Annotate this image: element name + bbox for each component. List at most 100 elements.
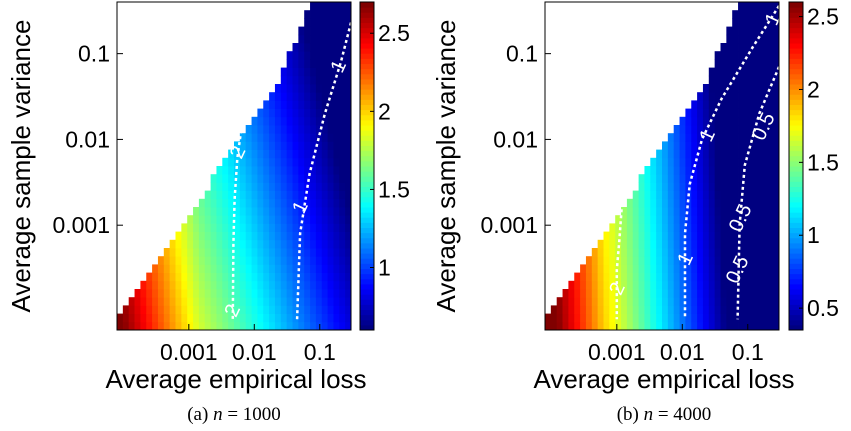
heatmap-cell [210, 264, 217, 273]
heatmap-cell [198, 280, 206, 290]
heatmap-cell [603, 231, 610, 241]
heatmap-cell [708, 108, 716, 118]
colorbar-a: 11.522.5 [359, 1, 410, 331]
heatmap-cell [257, 149, 264, 159]
heatmap-cell [773, 198, 780, 208]
heatmap-cell [298, 34, 305, 44]
heatmap-cell [702, 248, 710, 257]
heatmap-cell [673, 248, 680, 257]
heatmap-cell [292, 297, 299, 306]
heatmap-cell [714, 272, 721, 282]
heatmap-cell [280, 190, 288, 200]
heatmap-cell [210, 207, 217, 216]
heatmap-cell [327, 248, 334, 257]
heatmap-cell [644, 231, 651, 241]
heatmap-cell [152, 272, 159, 282]
heatmap-cell [234, 264, 241, 273]
heatmap-cell [157, 272, 165, 282]
heatmap-cell [321, 256, 328, 265]
heatmap-cell [767, 133, 774, 142]
heatmap-cell [650, 190, 657, 200]
heatmap-cell [315, 198, 323, 208]
heatmap-cell [169, 297, 176, 306]
heatmap-cell [726, 190, 733, 200]
heatmap-cell [585, 321, 593, 331]
heatmap-cell [726, 313, 733, 323]
heatmap-cell [263, 239, 270, 249]
heatmap-cell [720, 75, 727, 85]
heatmap-cell [310, 239, 317, 249]
heatmap-cell [738, 67, 745, 77]
heatmap-cell [292, 84, 299, 93]
colorbar-step [360, 135, 374, 141]
heatmap-cell [732, 313, 739, 323]
heatmap-cell [333, 116, 340, 126]
heatmap-cell [274, 231, 282, 241]
heatmap-cell [732, 280, 739, 290]
colorbar-step [789, 258, 803, 264]
heatmap-cell [714, 231, 721, 241]
heatmap-cell [621, 256, 628, 265]
colorbar-step [789, 314, 803, 321]
heatmap-cell [574, 289, 581, 298]
heatmap-cell [310, 198, 317, 208]
heatmap-cell [609, 264, 616, 273]
heatmap-cell [140, 289, 147, 298]
heatmap-cell [298, 297, 305, 306]
heatmap-cell [263, 100, 270, 109]
heatmap-cell [321, 231, 328, 241]
colorbar-step [360, 114, 374, 121]
heatmap-cell [662, 321, 669, 331]
heatmap-cell [702, 264, 710, 273]
heatmap-cell [644, 190, 651, 200]
heatmap-cell [632, 231, 639, 241]
heatmap-cell [251, 272, 258, 282]
heatmap-cell [761, 256, 768, 265]
heatmap-cell [339, 75, 346, 85]
heatmap-cell [175, 305, 182, 314]
heatmap-cell [702, 182, 710, 191]
heatmap-cell [315, 231, 323, 241]
heatmap-cell [239, 321, 247, 331]
colorbar-step [789, 299, 803, 305]
heatmap-cell [280, 321, 288, 331]
heatmap-cell [738, 26, 745, 36]
heatmap-cell [656, 174, 663, 183]
heatmap-cell [738, 133, 745, 142]
heatmap-cell [685, 215, 692, 224]
heatmap-cell [198, 264, 206, 273]
heatmap-cell [304, 264, 311, 273]
heatmap-cell [761, 141, 768, 150]
heatmap-cell [234, 166, 241, 175]
colorbar-step [360, 299, 374, 305]
heatmap-cell [697, 174, 704, 183]
heatmap-cell [339, 215, 346, 224]
colorbar-step [360, 248, 374, 254]
heatmap-cell [315, 223, 323, 232]
heatmap-cell [345, 34, 352, 44]
heatmap-cell [175, 313, 182, 323]
heatmap-cell [228, 239, 235, 249]
heatmap-cell [732, 18, 739, 27]
heatmap-cell [656, 166, 663, 175]
heatmap-cell [773, 321, 780, 331]
heatmap-cell [292, 207, 299, 216]
heatmap-cell [321, 92, 328, 101]
heatmap-cell [732, 92, 739, 101]
heatmap-cell [597, 264, 604, 273]
heatmap-cell [691, 116, 698, 126]
heatmap-cell [204, 231, 211, 241]
heatmap-cell [204, 305, 211, 314]
colorbar-step [360, 63, 374, 70]
heatmap-cell [327, 190, 334, 200]
heatmap-cell [650, 223, 657, 232]
colorbar-step [789, 53, 803, 59]
heatmap-cell [292, 256, 299, 265]
heatmap-cell [134, 305, 141, 314]
heatmap-cell [321, 297, 328, 306]
heatmap-cell [702, 198, 710, 208]
heatmap-cell [304, 59, 311, 68]
heatmap-cell [298, 84, 305, 93]
heatmap-cell [198, 198, 206, 208]
heatmap-cell [697, 239, 704, 249]
